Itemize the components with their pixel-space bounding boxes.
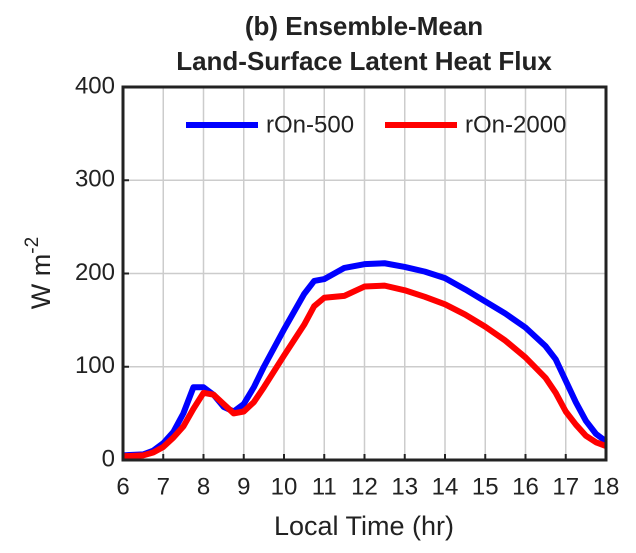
series-line	[122, 282, 608, 460]
x-tick-label: 8	[197, 473, 210, 500]
legend-label: rOn-500	[266, 111, 354, 138]
legend-label: rOn-2000	[465, 111, 566, 138]
y-tick-label: 400	[75, 72, 115, 99]
x-tick-label: 9	[237, 473, 250, 500]
y-axis-label-text: W m	[26, 254, 56, 309]
x-tick-label: 15	[472, 473, 499, 500]
plot-frame	[121, 85, 608, 462]
chart-title: (b) Ensemble-Mean	[245, 11, 483, 41]
x-tick-label: 11	[312, 473, 337, 500]
x-tick-label: 16	[512, 473, 539, 500]
x-tick-label: 18	[593, 473, 620, 500]
x-tick-label: 14	[432, 473, 459, 500]
y-axis-label-superscript: -2	[22, 237, 43, 254]
y-tick-label: 200	[75, 259, 115, 286]
y-tick-label: 300	[75, 166, 115, 193]
x-tick-label: 10	[271, 473, 298, 500]
x-tick-label: 13	[391, 473, 418, 500]
y-tick-label: 0	[102, 445, 115, 472]
x-tick-label: 12	[351, 473, 378, 500]
x-axis-label: Local Time (hr)	[274, 511, 454, 541]
y-axis-label: W m-2	[22, 237, 56, 309]
x-tick-label: 6	[116, 473, 129, 500]
series-line	[122, 260, 608, 459]
x-tick-label: 7	[157, 473, 170, 500]
chart-title: Land-Surface Latent Heat Flux	[176, 46, 552, 76]
x-tick-label: 17	[552, 473, 579, 500]
y-tick-label: 100	[75, 352, 115, 379]
